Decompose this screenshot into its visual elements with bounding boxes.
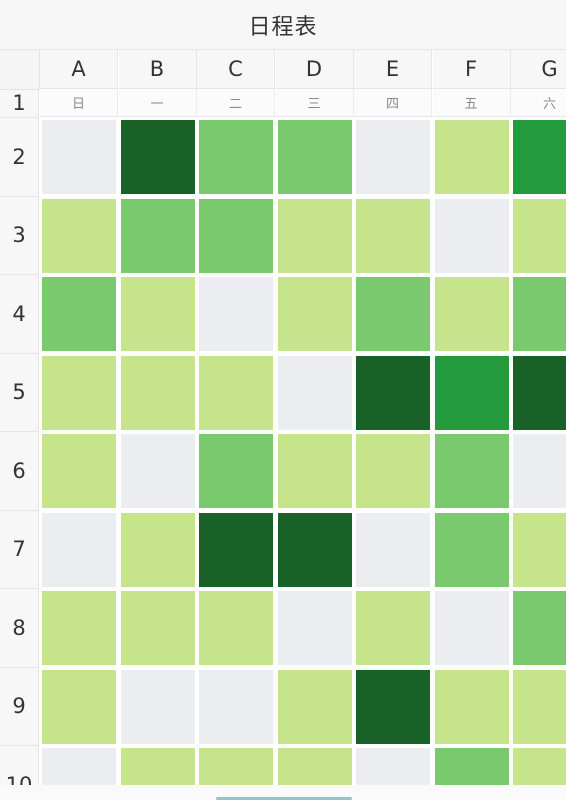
- cell-b6[interactable]: [120, 434, 195, 508]
- day-label-c: 二: [197, 89, 275, 117]
- cell-e10[interactable]: [356, 748, 430, 785]
- cell-f6[interactable]: [434, 434, 509, 508]
- cell-g4[interactable]: [513, 277, 566, 351]
- cell-d5[interactable]: [277, 355, 352, 430]
- row-header-2[interactable]: 2: [0, 118, 39, 197]
- cell-c7[interactable]: [199, 512, 273, 587]
- cell-b10[interactable]: [120, 748, 195, 785]
- column-header-g[interactable]: G: [511, 50, 566, 89]
- cell-e8[interactable]: [356, 591, 430, 665]
- corner-cell: [0, 50, 40, 90]
- cell-g3[interactable]: [513, 198, 566, 273]
- day-label-b: 一: [118, 89, 197, 117]
- cell-d7[interactable]: [277, 512, 352, 587]
- cell-f2[interactable]: [434, 120, 509, 194]
- cell-g6[interactable]: [513, 434, 566, 508]
- cell-d9[interactable]: [277, 669, 352, 744]
- column-header-e[interactable]: E: [354, 50, 432, 89]
- row-header-10[interactable]: 10: [0, 746, 39, 785]
- day-label-d: 三: [275, 89, 354, 117]
- cell-b9[interactable]: [120, 669, 195, 744]
- cell-b5[interactable]: [120, 355, 195, 430]
- cell-d4[interactable]: [277, 277, 352, 351]
- cell-d3[interactable]: [277, 198, 352, 273]
- cell-d8[interactable]: [277, 591, 352, 665]
- cell-f8[interactable]: [434, 591, 509, 665]
- cell-e7[interactable]: [356, 512, 430, 587]
- cell-g8[interactable]: [513, 591, 566, 665]
- cell-a3[interactable]: [42, 198, 116, 273]
- cell-g7[interactable]: [513, 512, 566, 587]
- cell-c2[interactable]: [199, 120, 273, 194]
- cell-c5[interactable]: [199, 355, 273, 430]
- cell-d10[interactable]: [277, 748, 352, 785]
- row-header-9[interactable]: 9: [0, 667, 39, 746]
- cell-e9[interactable]: [356, 669, 430, 744]
- bottom-bar: [0, 785, 566, 800]
- column-header-f[interactable]: F: [432, 50, 511, 89]
- row-header-3[interactable]: 3: [0, 196, 39, 275]
- row-header-7[interactable]: 7: [0, 510, 39, 589]
- cell-e4[interactable]: [356, 277, 430, 351]
- row-header-4[interactable]: 4: [0, 275, 39, 354]
- cell-d2[interactable]: [277, 120, 352, 194]
- cell-a2[interactable]: [42, 120, 116, 194]
- cell-a5[interactable]: [42, 355, 116, 430]
- cell-b7[interactable]: [120, 512, 195, 587]
- row-header-8[interactable]: 8: [0, 589, 39, 668]
- cell-c9[interactable]: [199, 669, 273, 744]
- cell-c8[interactable]: [199, 591, 273, 665]
- cell-c10[interactable]: [199, 748, 273, 785]
- day-label-a: 日: [40, 89, 118, 117]
- cell-b8[interactable]: [120, 591, 195, 665]
- column-header-d[interactable]: D: [275, 50, 354, 89]
- cell-c4[interactable]: [199, 277, 273, 351]
- day-label-g: 六: [511, 89, 566, 117]
- cell-e6[interactable]: [356, 434, 430, 508]
- cell-a9[interactable]: [42, 669, 116, 744]
- cell-f10[interactable]: [434, 748, 509, 785]
- row-header-6[interactable]: 6: [0, 432, 39, 511]
- cell-d6[interactable]: [277, 434, 352, 508]
- cell-a6[interactable]: [42, 434, 116, 508]
- column-header-a[interactable]: A: [40, 50, 118, 89]
- cell-f7[interactable]: [434, 512, 509, 587]
- cell-a4[interactable]: [42, 277, 116, 351]
- cell-e5[interactable]: [356, 355, 430, 430]
- row-header-5[interactable]: 5: [0, 353, 39, 432]
- cell-b3[interactable]: [120, 198, 195, 273]
- cell-f5[interactable]: [434, 355, 509, 430]
- cell-a8[interactable]: [42, 591, 116, 665]
- cell-g9[interactable]: [513, 669, 566, 744]
- cell-a7[interactable]: [42, 512, 116, 587]
- page-title: 日程表: [248, 14, 318, 40]
- scroll-handle[interactable]: [216, 797, 352, 800]
- cell-a10[interactable]: [42, 748, 116, 785]
- cell-g10[interactable]: [513, 748, 566, 785]
- row-header-1[interactable]: 1: [0, 89, 39, 118]
- column-header-b[interactable]: B: [118, 50, 197, 89]
- cell-e2[interactable]: [356, 120, 430, 194]
- column-header-c[interactable]: C: [197, 50, 275, 89]
- day-label-e: 四: [354, 89, 432, 117]
- cell-c3[interactable]: [199, 198, 273, 273]
- cell-c6[interactable]: [199, 434, 273, 508]
- cell-f9[interactable]: [434, 669, 509, 744]
- cell-f4[interactable]: [434, 277, 509, 351]
- cell-b4[interactable]: [120, 277, 195, 351]
- cell-b2[interactable]: [120, 120, 195, 194]
- day-label-f: 五: [432, 89, 511, 117]
- cell-e3[interactable]: [356, 198, 430, 273]
- cell-g5[interactable]: [513, 355, 566, 430]
- title-bar: 日程表: [0, 0, 566, 50]
- cell-g2[interactable]: [513, 120, 566, 194]
- cell-f3[interactable]: [434, 198, 509, 273]
